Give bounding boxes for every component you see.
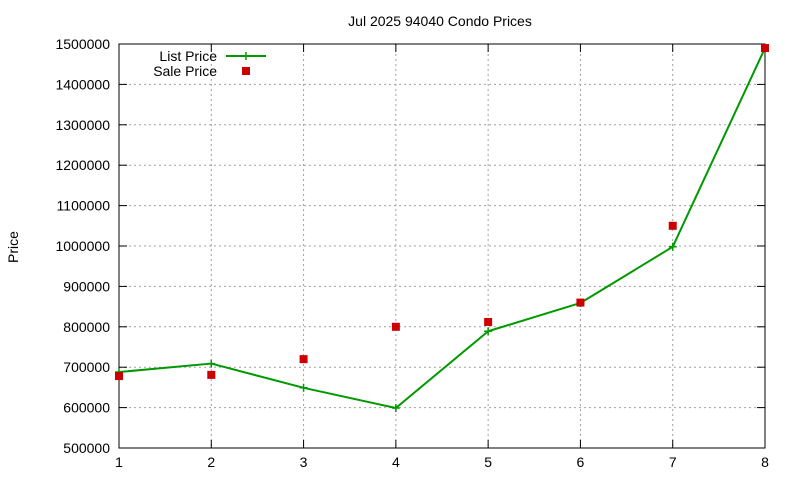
- legend: List Price Sale Price: [153, 48, 266, 79]
- sale-price-point: [576, 298, 585, 307]
- series-layer: [115, 44, 769, 413]
- x-tick-label: 7: [669, 454, 677, 470]
- legend-label-sale-price: Sale Price: [153, 63, 217, 79]
- sale-price-point: [484, 317, 493, 326]
- sale-price-point: [391, 322, 400, 331]
- legend-marker-sale-price: [242, 67, 250, 75]
- y-tick-label: 1300000: [55, 117, 110, 133]
- x-tick-label: 5: [484, 454, 492, 470]
- list-price-point: [207, 359, 216, 368]
- y-tick-label: 1500000: [55, 36, 110, 52]
- y-tick-label: 800000: [63, 319, 110, 335]
- y-tick-label: 1200000: [55, 157, 110, 173]
- list-price-point: [484, 327, 493, 336]
- sale-price-point: [299, 355, 308, 364]
- list-price-line: [118, 47, 766, 410]
- y-tick-label: 600000: [63, 400, 110, 416]
- list-price-point: [391, 404, 400, 413]
- x-tick-label: 3: [300, 454, 308, 470]
- legend-label-list-price: List Price: [159, 48, 217, 64]
- y-tick-label: 500000: [63, 440, 110, 456]
- x-tick-label: 8: [761, 454, 769, 470]
- grid: [119, 44, 765, 448]
- y-tick-label: 1400000: [55, 76, 110, 92]
- sale-price-point: [668, 221, 677, 230]
- y-tick-label: 900000: [63, 278, 110, 294]
- y-tick-label: 1000000: [55, 238, 110, 254]
- sale-price-point: [207, 370, 216, 379]
- sale-price-point: [115, 372, 123, 381]
- axis-ticks: 500000 600000 700000 800000 900000 1000000 110…: [55, 36, 769, 470]
- x-tick-label: 2: [207, 454, 215, 470]
- y-tick-label: 700000: [63, 359, 110, 375]
- x-tick-label: 1: [115, 454, 123, 470]
- list-price-point: [668, 242, 677, 251]
- y-axis-label: Price: [5, 231, 21, 263]
- x-tick-label: 6: [577, 454, 585, 470]
- list-price-point: [299, 383, 308, 392]
- x-tick-label: 4: [392, 454, 400, 470]
- y-tick-label: 1100000: [57, 198, 111, 214]
- legend-marker-list-price: [242, 52, 250, 60]
- chart-title: Jul 2025 94040 Condo Prices: [348, 13, 532, 29]
- sale-price-point: [761, 44, 769, 53]
